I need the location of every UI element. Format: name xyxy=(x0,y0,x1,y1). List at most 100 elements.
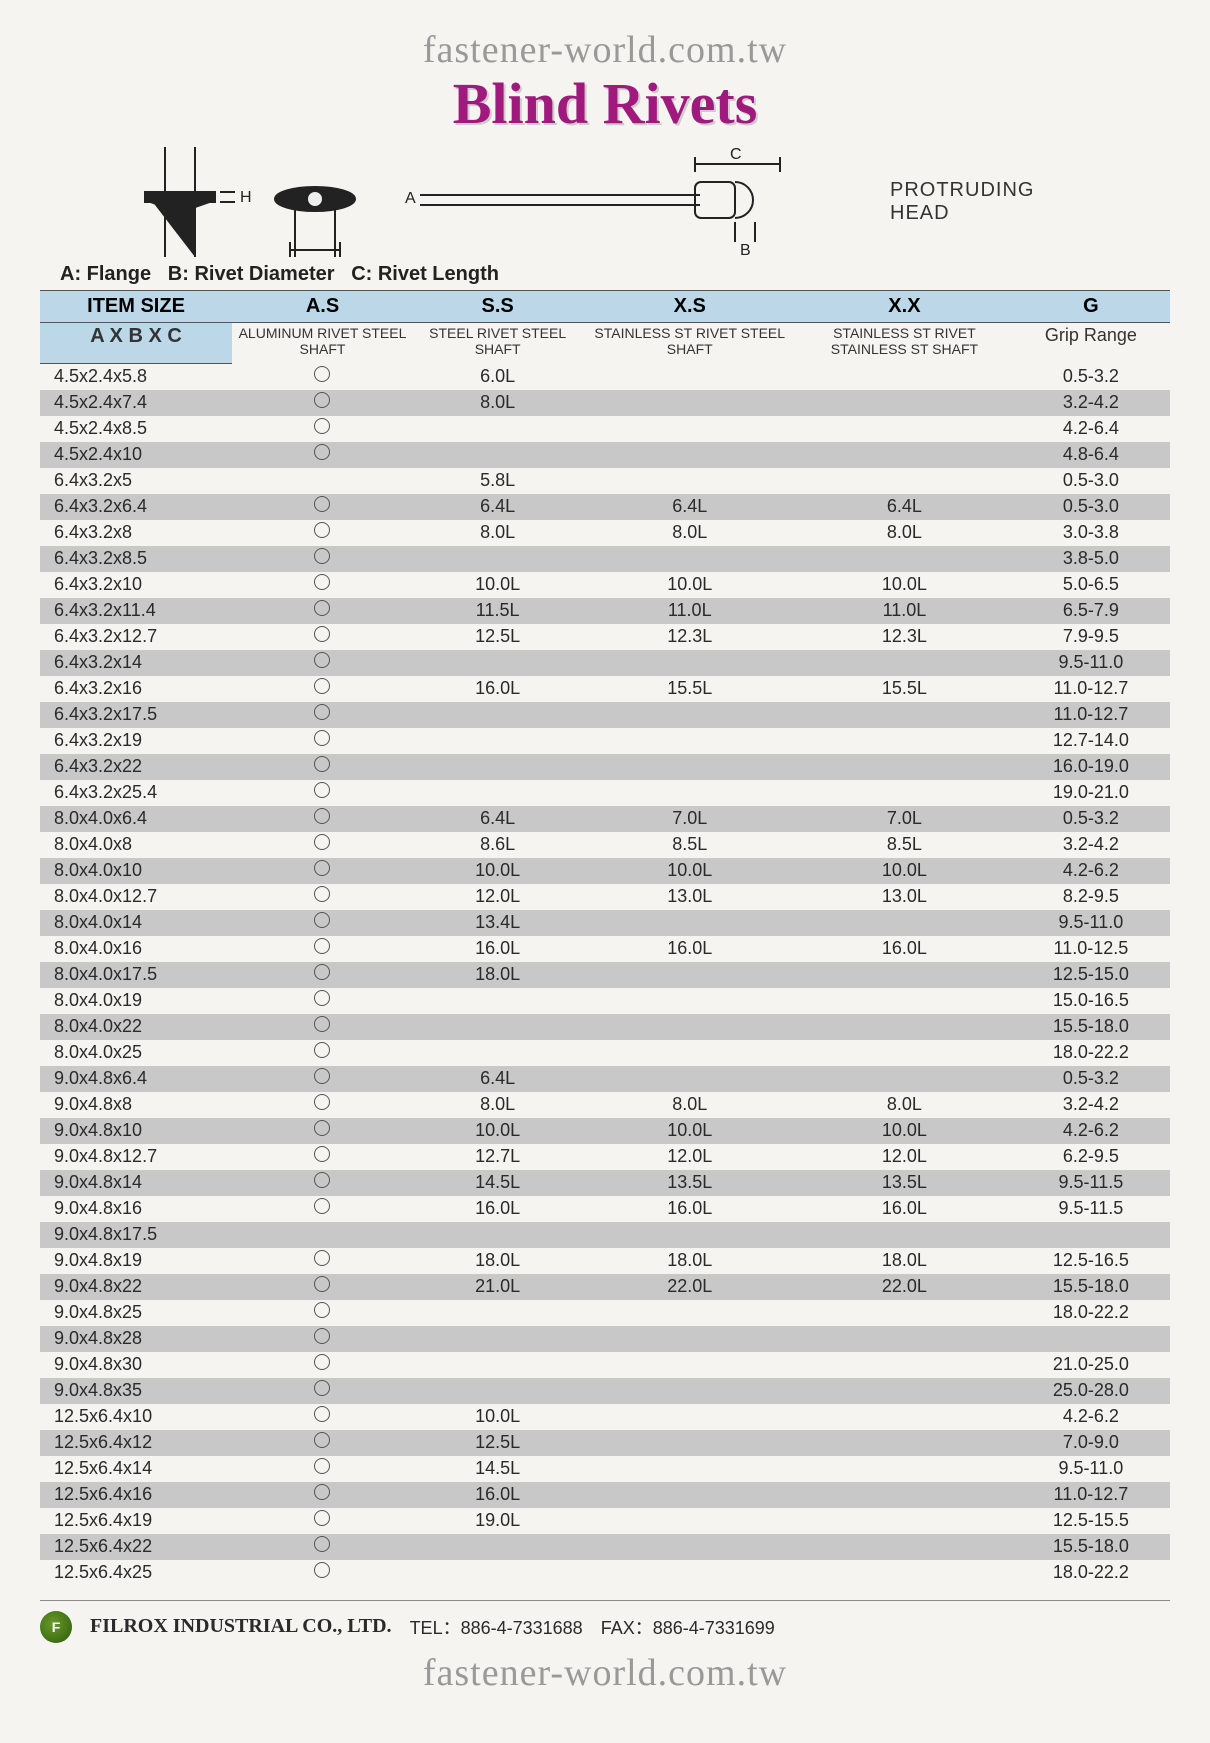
table-cell xyxy=(797,468,1012,494)
table-row: 12.5x6.4x1616.0L11.0-12.7 xyxy=(40,1482,1170,1508)
table-cell: 6.4x3.2x19 xyxy=(40,728,232,754)
table-cell: 19.0L xyxy=(413,1508,583,1534)
table-cell xyxy=(232,1482,413,1508)
table-row: 9.0x4.8x88.0L8.0L8.0L3.2-4.2 xyxy=(40,1092,1170,1118)
table-cell: 18.0-22.2 xyxy=(1012,1300,1170,1326)
table-cell: 0.5-3.2 xyxy=(1012,806,1170,832)
table-cell xyxy=(797,1430,1012,1456)
th-xs: X.S xyxy=(582,291,797,323)
table-cell: 12.5x6.4x12 xyxy=(40,1430,232,1456)
table-row: 9.0x4.8x6.46.4L0.5-3.2 xyxy=(40,1066,1170,1092)
table-cell xyxy=(232,1170,413,1196)
table-cell xyxy=(232,520,413,546)
table-cell xyxy=(797,390,1012,416)
table-row: 6.4x3.2x11.411.5L11.0L11.0L6.5-7.9 xyxy=(40,598,1170,624)
table-cell: 18.0-22.2 xyxy=(1012,1560,1170,1586)
table-cell xyxy=(582,363,797,390)
table-cell: 4.5x2.4x10 xyxy=(40,442,232,468)
table-cell: 14.5L xyxy=(413,1170,583,1196)
table-row: 8.0x4.0x2215.5-18.0 xyxy=(40,1014,1170,1040)
table-row: 4.5x2.4x7.48.0L3.2-4.2 xyxy=(40,390,1170,416)
table-cell xyxy=(797,728,1012,754)
table-cell: 6.4x3.2x6.4 xyxy=(40,494,232,520)
table-row: 8.0x4.0x1915.0-16.5 xyxy=(40,988,1170,1014)
table-cell: 8.2-9.5 xyxy=(1012,884,1170,910)
svg-text:B: B xyxy=(740,242,751,257)
table-cell: 0.5-3.2 xyxy=(1012,1066,1170,1092)
legend-c: C: Rivet Length xyxy=(351,263,499,285)
company-name: FILROX INDUSTRIAL CO., LTD. xyxy=(90,1615,392,1638)
table-cell: 8.0L xyxy=(413,520,583,546)
table-cell xyxy=(582,1326,797,1352)
table-cell xyxy=(232,1014,413,1040)
table-cell: 12.5L xyxy=(413,624,583,650)
table-cell: 22.0L xyxy=(582,1274,797,1300)
table-cell xyxy=(232,728,413,754)
table-cell: 8.0x4.0x16 xyxy=(40,936,232,962)
table-cell: 6.4L xyxy=(413,806,583,832)
table-row: 6.4x3.2x6.46.4L6.4L6.4L0.5-3.0 xyxy=(40,494,1170,520)
th-xx-sub: STAINLESS ST RIVET STAINLESS ST SHAFT xyxy=(797,323,1012,364)
table-cell: 8.6L xyxy=(413,832,583,858)
table-cell xyxy=(232,1508,413,1534)
table-row: 8.0x4.0x1010.0L10.0L10.0L4.2-6.2 xyxy=(40,858,1170,884)
table-cell xyxy=(413,442,583,468)
fax: FAX：886-4-7331699 xyxy=(601,1614,775,1640)
table-cell: 9.0x4.8x22 xyxy=(40,1274,232,1300)
table-cell: 12.7-14.0 xyxy=(1012,728,1170,754)
th-item: ITEM SIZE xyxy=(40,291,232,323)
table-cell xyxy=(232,1378,413,1404)
table-cell xyxy=(582,1378,797,1404)
table-cell: 9.0x4.8x19 xyxy=(40,1248,232,1274)
table-cell: 16.0L xyxy=(413,676,583,702)
th-xx: X.X xyxy=(797,291,1012,323)
table-cell: 12.5x6.4x14 xyxy=(40,1456,232,1482)
table-cell xyxy=(413,1534,583,1560)
table-cell: 6.4x3.2x8 xyxy=(40,520,232,546)
table-cell xyxy=(797,1014,1012,1040)
th-ss-sub: STEEL RIVET STEEL SHAFT xyxy=(413,323,583,364)
table-cell xyxy=(582,1404,797,1430)
table-cell xyxy=(413,728,583,754)
table-cell xyxy=(582,728,797,754)
table-cell xyxy=(413,754,583,780)
table-cell xyxy=(797,962,1012,988)
table-cell xyxy=(413,780,583,806)
table-cell xyxy=(413,1014,583,1040)
table-cell: 9.0x4.8x6.4 xyxy=(40,1066,232,1092)
table-cell: 12.5x6.4x22 xyxy=(40,1534,232,1560)
th-axbxc: A X B X C xyxy=(40,323,232,364)
table-cell: 11.0-12.5 xyxy=(1012,936,1170,962)
table-cell xyxy=(797,416,1012,442)
table-cell: 16.0L xyxy=(413,936,583,962)
table-cell: 12.5-15.0 xyxy=(1012,962,1170,988)
table-cell xyxy=(232,494,413,520)
table-cell: 9.5-11.0 xyxy=(1012,650,1170,676)
table-cell xyxy=(413,1352,583,1378)
table-cell: 3.0-3.8 xyxy=(1012,520,1170,546)
table-row: 6.4x3.2x1616.0L15.5L15.5L11.0-12.7 xyxy=(40,676,1170,702)
table-cell xyxy=(1012,1222,1170,1248)
table-row: 6.4x3.2x2216.0-19.0 xyxy=(40,754,1170,780)
table-cell: 13.0L xyxy=(582,884,797,910)
watermark-bottom: fastener-world.com.tw xyxy=(40,1651,1170,1695)
table-row: 8.0x4.0x2518.0-22.2 xyxy=(40,1040,1170,1066)
table-cell: 6.4x3.2x17.5 xyxy=(40,702,232,728)
table-cell xyxy=(232,1144,413,1170)
table-cell: 0.5-3.2 xyxy=(1012,363,1170,390)
table-cell: 13.0L xyxy=(797,884,1012,910)
table-cell: 8.0x4.0x25 xyxy=(40,1040,232,1066)
table-row: 4.5x2.4x104.8-6.4 xyxy=(40,442,1170,468)
rivet-spec-table: ITEM SIZE A.S S.S X.S X.X G A X B X C AL… xyxy=(40,290,1170,1586)
table-cell: 6.4L xyxy=(413,494,583,520)
table-cell: 8.0L xyxy=(413,1092,583,1118)
table-cell: 13.4L xyxy=(413,910,583,936)
table-row: 12.5x6.4x1212.5L7.0-9.0 xyxy=(40,1430,1170,1456)
table-row: 8.0x4.0x6.46.4L7.0L7.0L0.5-3.2 xyxy=(40,806,1170,832)
table-cell: 4.2-6.2 xyxy=(1012,1118,1170,1144)
table-row: 12.5x6.4x1919.0L12.5-15.5 xyxy=(40,1508,1170,1534)
table-cell xyxy=(797,910,1012,936)
table-cell: 6.4x3.2x16 xyxy=(40,676,232,702)
table-cell: 16.0L xyxy=(582,936,797,962)
table-cell: 6.0L xyxy=(413,363,583,390)
